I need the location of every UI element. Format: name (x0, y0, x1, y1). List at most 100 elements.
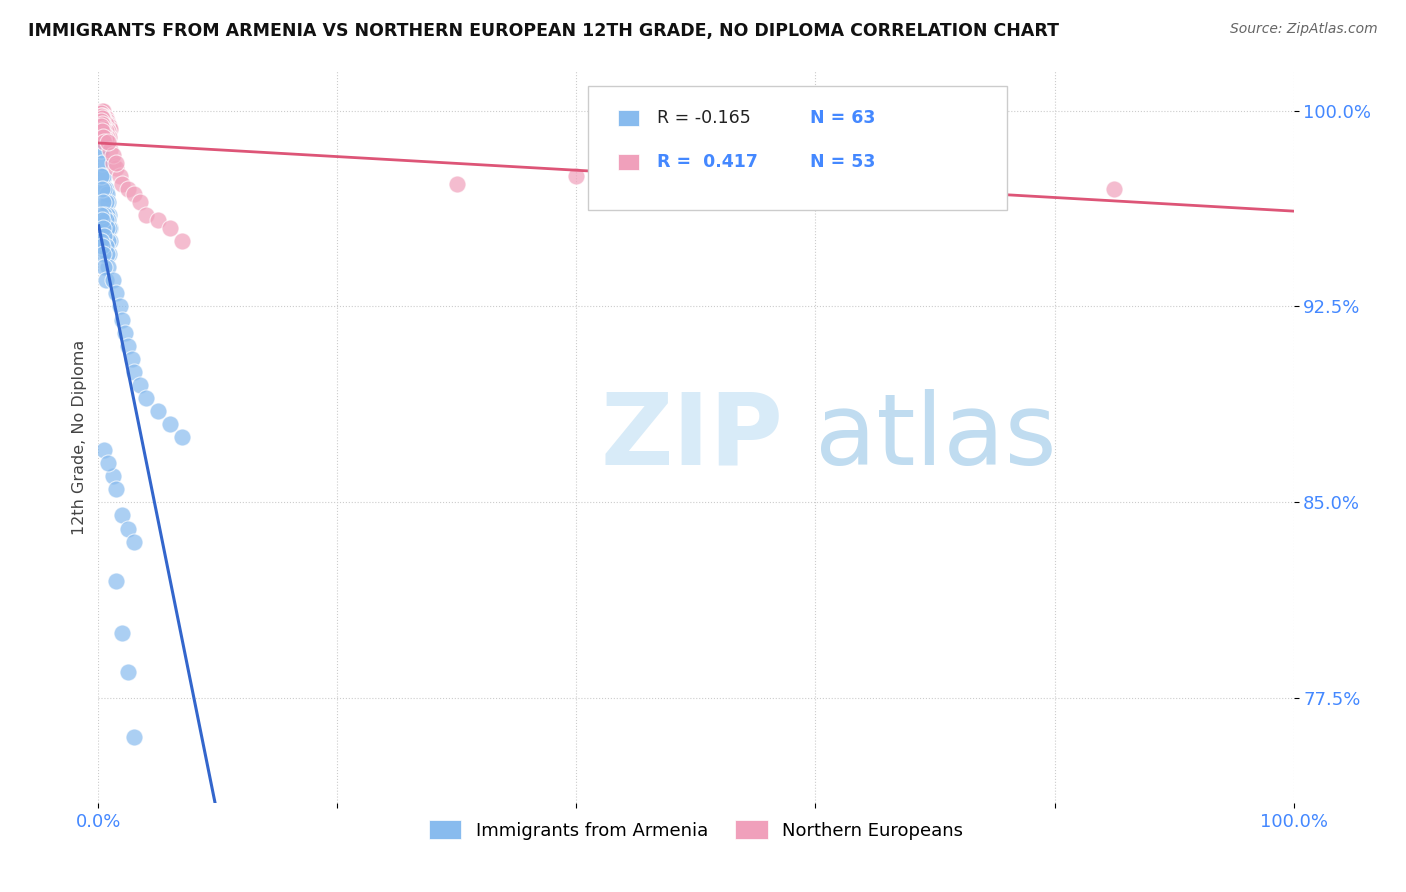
Point (172, 234, 194, 248)
Point (96, 187, 118, 202)
Point (93, 182, 115, 196)
Point (97, 117, 120, 131)
Text: R = -0.165: R = -0.165 (657, 109, 751, 128)
Point (96, 114, 118, 128)
Point (105, 155, 128, 169)
Point (124, 187, 146, 202)
Point (124, 731, 146, 745)
Point (91, 112, 114, 126)
Point (98, 221, 122, 235)
Text: R =  0.417: R = 0.417 (657, 153, 758, 171)
Point (90, 106, 112, 120)
Point (98, 221, 121, 235)
Point (91, 182, 114, 196)
Point (124, 365, 146, 379)
Point (96, 129, 118, 144)
Point (98, 234, 122, 248)
Point (101, 155, 124, 169)
Point (101, 148, 124, 162)
Point (159, 417, 181, 431)
Point (94, 117, 117, 131)
Point (114, 326, 136, 340)
Point (91, 221, 114, 235)
Point (94, 132, 117, 146)
Point (90, 143, 112, 157)
Point (93, 135, 115, 149)
Point (90, 129, 112, 144)
Point (101, 273, 124, 287)
Point (93, 169, 115, 183)
Point (565, 169, 588, 183)
Point (117, 339, 139, 353)
Point (148, 404, 170, 418)
Point (91, 247, 114, 261)
Point (94, 182, 117, 196)
Point (98, 208, 121, 222)
Point (101, 469, 124, 483)
Point (685, 161, 707, 175)
Point (91, 239, 114, 253)
Point (91, 155, 114, 169)
Point (108, 169, 131, 183)
Point (93, 208, 115, 222)
Point (90, 234, 112, 248)
Point (93, 260, 115, 275)
Text: N = 53: N = 53 (810, 153, 875, 171)
Point (94, 124, 117, 138)
Point (105, 286, 128, 301)
Point (93, 443, 115, 458)
Point (93, 109, 115, 123)
Point (98, 119, 121, 133)
Point (172, 430, 194, 444)
Point (90, 114, 112, 128)
Point (135, 391, 157, 405)
Point (93, 121, 115, 136)
Point (97, 194, 120, 209)
Point (93, 229, 115, 244)
Point (91, 194, 114, 209)
Point (90, 103, 112, 118)
Point (96, 208, 118, 222)
Point (117, 665, 139, 680)
Point (91, 103, 114, 118)
Point (97, 124, 120, 138)
Point (97, 135, 120, 149)
Point (91, 109, 114, 123)
Point (91, 117, 114, 131)
Point (91, 155, 114, 169)
Point (93, 114, 115, 128)
Point (446, 177, 468, 191)
Point (91, 124, 114, 138)
Point (97, 260, 120, 275)
Point (98, 121, 122, 136)
Point (124, 534, 146, 549)
Point (98, 129, 121, 144)
Point (108, 300, 131, 314)
Point (90, 109, 112, 123)
Point (98, 143, 122, 157)
Point (97, 234, 120, 248)
Point (91, 143, 114, 157)
Point (96, 121, 118, 136)
Point (90, 119, 112, 133)
Point (98, 247, 121, 261)
Point (91, 112, 114, 126)
Point (111, 312, 134, 326)
Point (94, 213, 117, 227)
Point (105, 161, 128, 175)
Point (94, 194, 117, 209)
Point (159, 221, 181, 235)
Point (148, 213, 170, 227)
Point (135, 208, 157, 222)
Point (121, 351, 143, 366)
Point (90, 208, 112, 222)
Point (91, 213, 114, 227)
Point (94, 112, 117, 126)
Text: Source: ZipAtlas.com: Source: ZipAtlas.com (1230, 22, 1378, 37)
Point (117, 182, 139, 196)
Point (1104, 182, 1126, 196)
Point (97, 213, 120, 227)
Point (91, 169, 114, 183)
Point (96, 221, 118, 235)
Point (91, 121, 114, 136)
